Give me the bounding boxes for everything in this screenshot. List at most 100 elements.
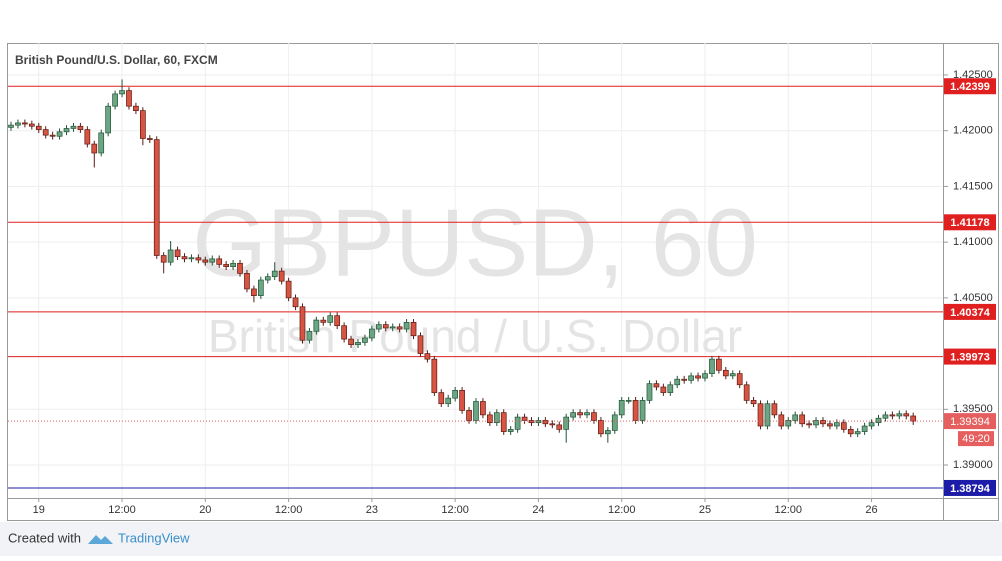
candle <box>244 269 250 293</box>
candle-body <box>313 319 320 332</box>
candle <box>778 411 785 430</box>
candle <box>77 122 84 133</box>
candle <box>341 322 347 343</box>
candle <box>813 417 819 429</box>
candle <box>827 420 833 430</box>
candle-body <box>813 420 819 426</box>
candle-body <box>750 400 757 405</box>
x-tick-label: 12:00 <box>775 504 803 516</box>
candle-body <box>181 256 188 260</box>
candle <box>535 417 542 427</box>
candle-body <box>834 422 840 427</box>
candle-body <box>487 414 493 424</box>
candle <box>674 375 681 389</box>
candle-body <box>403 322 410 330</box>
candle-body <box>584 412 590 416</box>
candle-body <box>625 400 632 402</box>
candle-body <box>299 306 306 341</box>
candle <box>792 411 799 424</box>
candle <box>625 397 632 404</box>
candle <box>868 419 875 430</box>
candle-body <box>424 353 431 360</box>
candle-body <box>445 397 452 405</box>
candle-body <box>611 414 618 431</box>
x-tick-label: 12:00 <box>608 504 636 516</box>
candle-body <box>320 319 327 323</box>
candle-body <box>119 90 125 95</box>
candle-body <box>341 325 347 340</box>
candle <box>487 411 493 427</box>
candle-body <box>827 423 833 427</box>
level-tag <box>944 78 996 95</box>
candle-body <box>598 420 604 435</box>
candle-body <box>396 326 403 330</box>
candle <box>327 312 334 326</box>
candle-body <box>743 384 750 401</box>
candle <box>896 410 903 420</box>
candle <box>611 411 618 434</box>
chart-title: British Pound/U.S. Dollar, 60, FXCM <box>15 53 218 67</box>
candle <box>264 273 271 284</box>
candle <box>466 407 472 424</box>
candle-body <box>591 412 597 421</box>
x-tick-label: 20 <box>199 504 211 516</box>
candle-body <box>854 431 861 435</box>
candle-body <box>355 342 361 346</box>
candle-body <box>105 105 112 134</box>
candle <box>251 285 257 303</box>
candle <box>126 87 132 110</box>
candle <box>84 126 91 148</box>
candle <box>42 126 49 139</box>
candle-body <box>896 413 903 417</box>
candle <box>514 413 521 433</box>
footer-brand[interactable]: TradingView <box>118 530 190 545</box>
candle-body <box>785 420 792 427</box>
candle-body <box>237 262 243 274</box>
candle-body <box>271 270 278 278</box>
candle-body <box>903 413 910 417</box>
candle <box>320 316 327 326</box>
candle-body <box>604 430 611 435</box>
level-tag-label: 1.38794 <box>950 483 991 495</box>
level-tag-label: 1.40374 <box>950 307 991 319</box>
candle <box>56 128 63 140</box>
candle-body <box>549 423 556 426</box>
candle-body <box>799 414 806 425</box>
candle-body <box>729 373 736 377</box>
candle <box>889 411 896 420</box>
candle-body <box>771 403 778 416</box>
candle-body <box>112 93 118 107</box>
candle <box>493 409 500 427</box>
candle <box>847 426 854 438</box>
candle <box>653 380 660 391</box>
candle-body <box>327 315 334 323</box>
axis: 1.39000 1.39500 1.40500 1.41000 1.41500 1.420… <box>33 69 996 516</box>
candle <box>188 254 195 263</box>
candle <box>681 375 688 384</box>
candle-body <box>223 264 229 268</box>
level-tag <box>944 214 996 231</box>
candle <box>389 323 396 332</box>
y-tick-label: 1.41000 <box>953 236 993 248</box>
watermark: GBPUSD, 60 <box>192 189 758 296</box>
candle-body <box>8 124 14 128</box>
candle <box>875 414 882 427</box>
candle-body <box>382 324 389 329</box>
candle <box>237 259 243 277</box>
candle-body <box>480 401 486 416</box>
candle-body <box>77 125 84 130</box>
candle-body <box>861 425 868 432</box>
candle-body <box>306 330 313 341</box>
candle <box>98 129 105 157</box>
grid <box>8 43 943 498</box>
candle <box>722 366 729 380</box>
footer-bar <box>0 522 1002 556</box>
candle-body <box>167 249 174 263</box>
candle-body <box>251 288 257 296</box>
candle-body <box>889 414 896 417</box>
candle-body <box>618 400 625 416</box>
candle-body <box>563 416 570 430</box>
candle <box>216 255 223 268</box>
x-tick-label: 25 <box>699 504 711 516</box>
